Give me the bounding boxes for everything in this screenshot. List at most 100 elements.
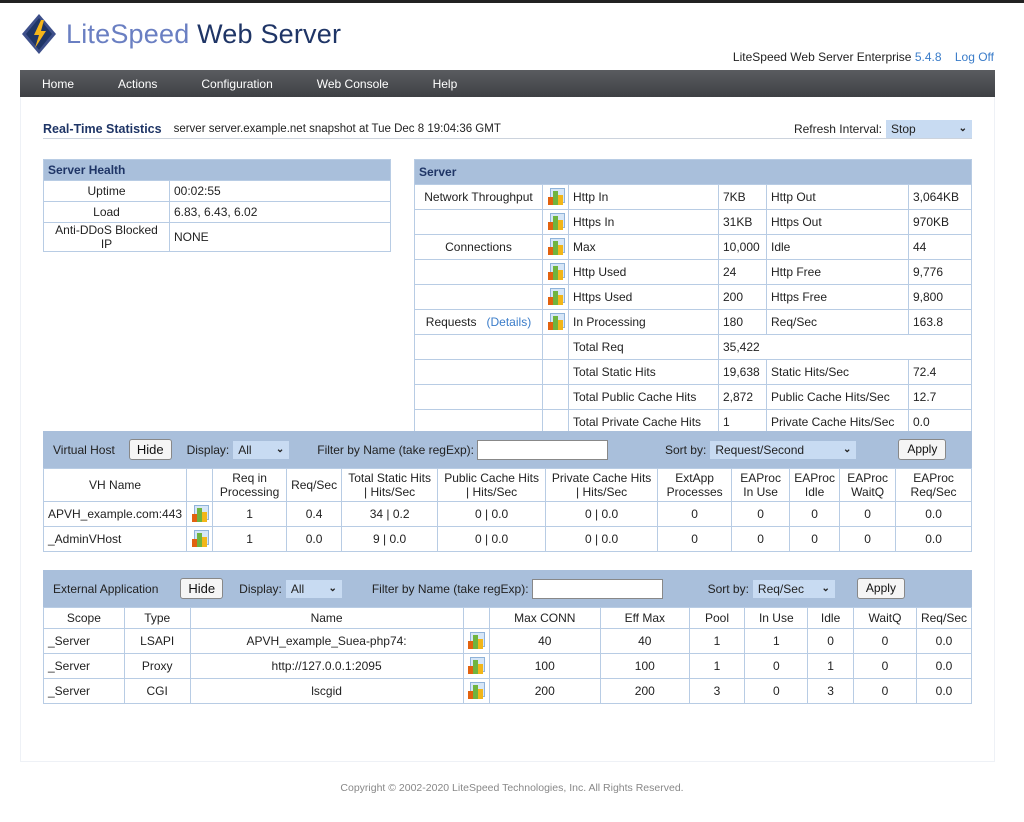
column-header: ExtApp Processes — [657, 468, 733, 502]
extapp-sort-select[interactable]: Req/Sec ⌄ — [752, 579, 835, 598]
extapp-display-select[interactable]: All ⌄ — [285, 579, 342, 598]
stat-label: Https In — [568, 209, 719, 235]
nav-actions[interactable]: Actions — [118, 76, 158, 91]
cell: 0.4 — [286, 501, 343, 527]
table-row: Https In 31KB Https Out 970KB — [414, 209, 972, 235]
column-header: VH Name — [42, 468, 188, 502]
bar-chart-icon — [547, 288, 565, 306]
vhost-display-value: All — [238, 442, 252, 457]
chevron-down-icon: ⌄ — [821, 583, 830, 594]
chart-button[interactable] — [542, 209, 569, 235]
log-off-link[interactable]: Log Off — [954, 50, 994, 64]
cell: 0.0 — [915, 628, 973, 654]
extapp-hide-button[interactable]: Hide — [180, 578, 224, 599]
chart-button[interactable] — [186, 501, 214, 527]
title-row: Real-Time Statistics server server.examp… — [43, 119, 972, 139]
stat-value: 200 — [718, 284, 767, 310]
column-header: EAProc WaitQ — [839, 468, 897, 502]
cell: _Server — [43, 653, 125, 679]
external-app-section: External Application Hide Display: All ⌄ … — [43, 570, 973, 704]
cell: 0 | 0.0 — [437, 501, 547, 527]
connections-label: Connections — [414, 234, 543, 260]
vhost-display-label: Display: — [186, 442, 230, 457]
column-header: Total Static Hits | Hits/Sec — [341, 468, 439, 502]
cell: 3 — [807, 678, 855, 704]
stat-value: 44 — [908, 234, 972, 260]
stat-label: Static Hits/Sec — [766, 359, 909, 385]
chevron-down-icon: ⌄ — [958, 123, 967, 134]
cell: 0 — [789, 526, 841, 552]
chart-button[interactable] — [542, 309, 569, 335]
vhost-table: VH Name Req in Processing Req/Sec Total … — [42, 468, 972, 552]
cell: _Server — [43, 678, 125, 704]
nav-configuration[interactable]: Configuration — [201, 76, 273, 91]
nav-web-console[interactable]: Web Console — [316, 76, 389, 91]
extapp-name: APVH_example_Suea-php74: — [189, 628, 464, 654]
column-header: Idle — [807, 607, 855, 629]
bar-chart-icon — [467, 632, 486, 650]
stat-value: 1 — [718, 409, 767, 435]
details-link[interactable]: (Details) — [486, 315, 532, 329]
cell: _Server — [43, 628, 125, 654]
stat-label: Https Used — [568, 284, 719, 310]
vhost-filter-input[interactable] — [476, 439, 608, 460]
stat-value: 72.4 — [908, 359, 972, 385]
refresh-interval-select[interactable]: Stop ⌄ — [886, 119, 972, 138]
cell: 0 | 0.0 — [545, 526, 659, 552]
chart-button[interactable] — [462, 678, 490, 704]
bar-chart-icon — [191, 530, 209, 548]
stat-label: Https Out — [766, 209, 909, 235]
snapshot-info: server server.example.net snapshot at Tu… — [173, 122, 501, 135]
server-title: Server — [414, 159, 972, 185]
main-panel: Real-Time Statistics server server.examp… — [20, 97, 995, 762]
virtual-host-section: Virtual Host Hide Display: All ⌄ Filter b… — [42, 431, 972, 552]
cell: LSAPI — [123, 628, 191, 654]
chart-button[interactable] — [462, 653, 490, 679]
table-row: Load 6.83, 6.43, 6.02 — [43, 201, 391, 223]
stat-value: 2,872 — [718, 384, 767, 410]
column-header: Public Cache Hits | Hits/Sec — [437, 468, 547, 502]
cell: 0 — [657, 501, 733, 527]
chart-button[interactable] — [542, 284, 569, 310]
ddos-label: Anti-DDoS Blocked IP — [43, 222, 170, 252]
vhost-sort-value: Request/Second — [715, 442, 805, 457]
server-table: Server Network Throughput Http In 7KB Ht… — [414, 159, 972, 435]
stat-value: 12.7 — [908, 384, 972, 410]
chart-button[interactable] — [542, 259, 569, 285]
server-health-title: Server Health — [43, 159, 391, 181]
cell: 0 | 0.0 — [545, 501, 659, 527]
vhost-hide-button[interactable]: Hide — [128, 439, 172, 460]
extapp-filter-input[interactable] — [531, 578, 663, 599]
chart-button[interactable] — [186, 526, 214, 552]
cell: 1 — [212, 501, 288, 527]
column-header — [462, 607, 490, 629]
version-line: LiteSpeed Web Server Enterprise 5.4.8 Lo… — [733, 50, 994, 64]
nav-home[interactable]: Home — [42, 76, 75, 91]
chart-button[interactable] — [542, 234, 569, 260]
vhost-sort-select[interactable]: Request/Second ⌄ — [710, 440, 857, 459]
table-row: _AdminVHost 1 0.0 9 | 0.0 0 | 0.0 0 | 0.… — [42, 526, 972, 552]
bar-chart-icon — [547, 188, 565, 206]
vhost-toolbar: Virtual Host Hide Display: All ⌄ Filter b… — [43, 431, 972, 468]
extapp-display-label: Display: — [239, 581, 282, 596]
stat-label: Total Private Cache Hits — [568, 409, 719, 435]
vhost-display-select[interactable]: All ⌄ — [233, 440, 290, 459]
vhost-apply-button[interactable]: Apply — [898, 439, 947, 460]
chart-button[interactable] — [542, 184, 569, 210]
load-label: Load — [43, 201, 170, 223]
extapp-apply-button[interactable]: Apply — [856, 578, 905, 599]
cell: 9 | 0.0 — [341, 526, 439, 552]
chart-button[interactable] — [462, 628, 490, 654]
cell: CGI — [123, 678, 191, 704]
extapp-name: lscgid — [189, 678, 464, 704]
table-row: _Server LSAPI APVH_example_Suea-php74: 4… — [43, 628, 973, 654]
cell: 200 — [488, 678, 602, 704]
cell: 0 | 0.0 — [437, 526, 547, 552]
stat-label: Http Used — [568, 259, 719, 285]
nav-help[interactable]: Help — [432, 76, 458, 91]
table-row: Https Used 200 Https Free 9,800 — [414, 284, 972, 310]
cell: 0 — [657, 526, 733, 552]
cell: 0 — [839, 501, 897, 527]
stat-value: 10,000 — [718, 234, 767, 260]
table-row: Uptime 00:02:55 — [43, 180, 391, 202]
